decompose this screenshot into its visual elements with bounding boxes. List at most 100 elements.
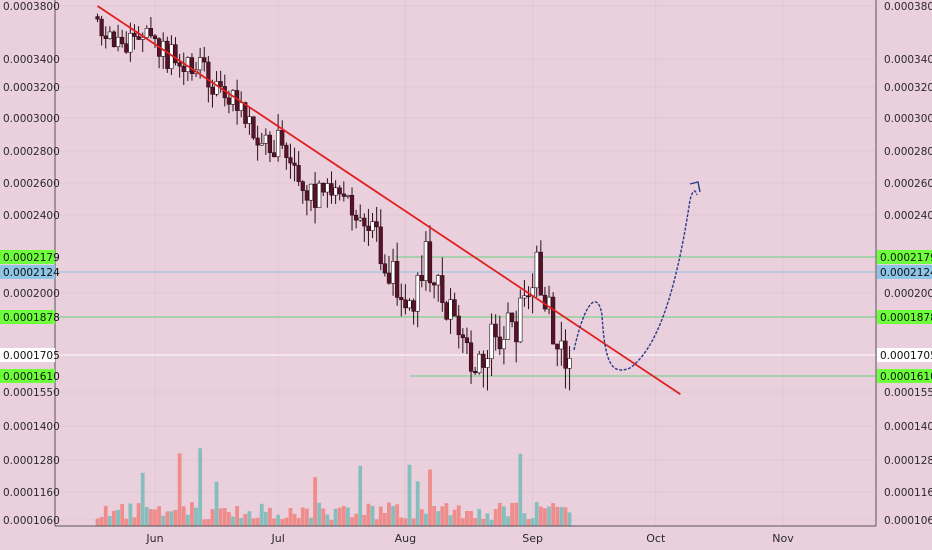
volume-bar [144, 507, 149, 526]
candle-body [468, 342, 474, 372]
volume-bar [198, 448, 203, 526]
volume-bar [132, 517, 137, 526]
candle-body [514, 321, 519, 343]
y-tick-left: 0.0002600 [3, 178, 60, 190]
volume-bar [387, 502, 391, 526]
volume-bar [407, 464, 412, 526]
volume-bar [107, 516, 112, 526]
volume-bar [231, 516, 235, 526]
price-badge-text-left: 0.0001878 [3, 312, 60, 324]
volume-bar [272, 518, 276, 526]
volume-bar [510, 502, 514, 526]
volume-bar [251, 518, 256, 526]
candle-body [366, 225, 371, 231]
candle-body [206, 61, 211, 88]
volume-bar [247, 511, 252, 526]
candle-body [374, 221, 379, 228]
price-badge-text-left: 0.0002124 [3, 267, 60, 279]
candle-body [559, 340, 564, 350]
volume-bar [538, 506, 543, 526]
candle-body [555, 343, 560, 350]
candle-body [452, 299, 457, 317]
volume-bar [99, 516, 104, 526]
x-tick: Jun [145, 532, 163, 545]
volume-bar [194, 507, 198, 526]
volume-bar [288, 507, 293, 526]
volume-bar [551, 503, 556, 526]
volume-bar [329, 519, 334, 526]
candle-body [136, 36, 141, 40]
candle-body [259, 143, 264, 146]
candle-body [358, 217, 363, 221]
volume-bar [399, 517, 404, 526]
volume-bar [173, 509, 178, 526]
volume-bar [432, 506, 437, 526]
volume-bar [185, 514, 190, 526]
candle-body [99, 18, 104, 37]
resistance-trendline [97, 5, 681, 396]
y-tick-right: 0.0002800 [884, 146, 932, 158]
volume-bar [395, 504, 400, 526]
volume-bar [456, 505, 461, 526]
candle-body [210, 86, 215, 95]
candle-body [189, 57, 195, 74]
candle-body [140, 37, 145, 40]
candle-body [280, 130, 285, 146]
candle-body [103, 35, 108, 40]
volume-bar [567, 512, 572, 526]
volume-bar [518, 453, 523, 526]
volume-bar [460, 518, 465, 526]
volume-bar [321, 508, 326, 526]
candle-body [263, 134, 268, 144]
price-badge-text-right: 0.0001610 [880, 371, 932, 383]
price-badge-left [0, 265, 55, 279]
volume-bar [116, 509, 120, 526]
y-tick-left: 0.0001160 [3, 487, 60, 499]
price-badge-right [877, 250, 932, 264]
candle-body [399, 297, 404, 301]
candle-body [312, 183, 318, 208]
x-tick: Nov [772, 532, 794, 545]
volume-bar [218, 508, 223, 526]
candle-body [415, 275, 420, 312]
candle-body [542, 294, 548, 310]
candle-body [403, 299, 408, 309]
volume-bar [95, 518, 100, 526]
volume-bar [543, 508, 547, 526]
candle-body [214, 81, 219, 95]
volume-bar [346, 507, 350, 526]
volume-bar [526, 519, 531, 526]
y-tick-left: 0.0001400 [3, 421, 60, 433]
candle-body [362, 217, 367, 227]
y-tick-right: 0.0003000 [884, 113, 932, 125]
level-lines [55, 256, 876, 377]
candle-body [148, 28, 153, 37]
volume-bar [276, 514, 281, 526]
axes [54, 0, 877, 527]
volume-bar [255, 517, 260, 526]
price-badge-text-right: 0.0001705 [880, 350, 932, 362]
volume-bar [136, 503, 141, 526]
volume-bar [153, 509, 157, 526]
candle-body [198, 57, 203, 71]
candle-body [345, 195, 351, 197]
candle-body [509, 312, 515, 323]
volume-bar [350, 517, 354, 526]
candle-body [460, 334, 465, 339]
volume-bar [428, 469, 432, 526]
volume-bar [563, 507, 568, 526]
candle-body [173, 44, 178, 64]
price-badge-right [877, 310, 932, 324]
volume-bar [300, 507, 305, 526]
volume-bar [304, 508, 309, 526]
candle-body [239, 102, 244, 111]
volume-bar [362, 514, 367, 526]
price-badge-left [0, 310, 55, 324]
candle-body [267, 134, 273, 153]
volume-bar [169, 511, 174, 526]
volume-bar [424, 513, 428, 526]
volume-bar [190, 502, 194, 526]
volume-bar [522, 513, 527, 526]
volume-bar [120, 504, 125, 526]
